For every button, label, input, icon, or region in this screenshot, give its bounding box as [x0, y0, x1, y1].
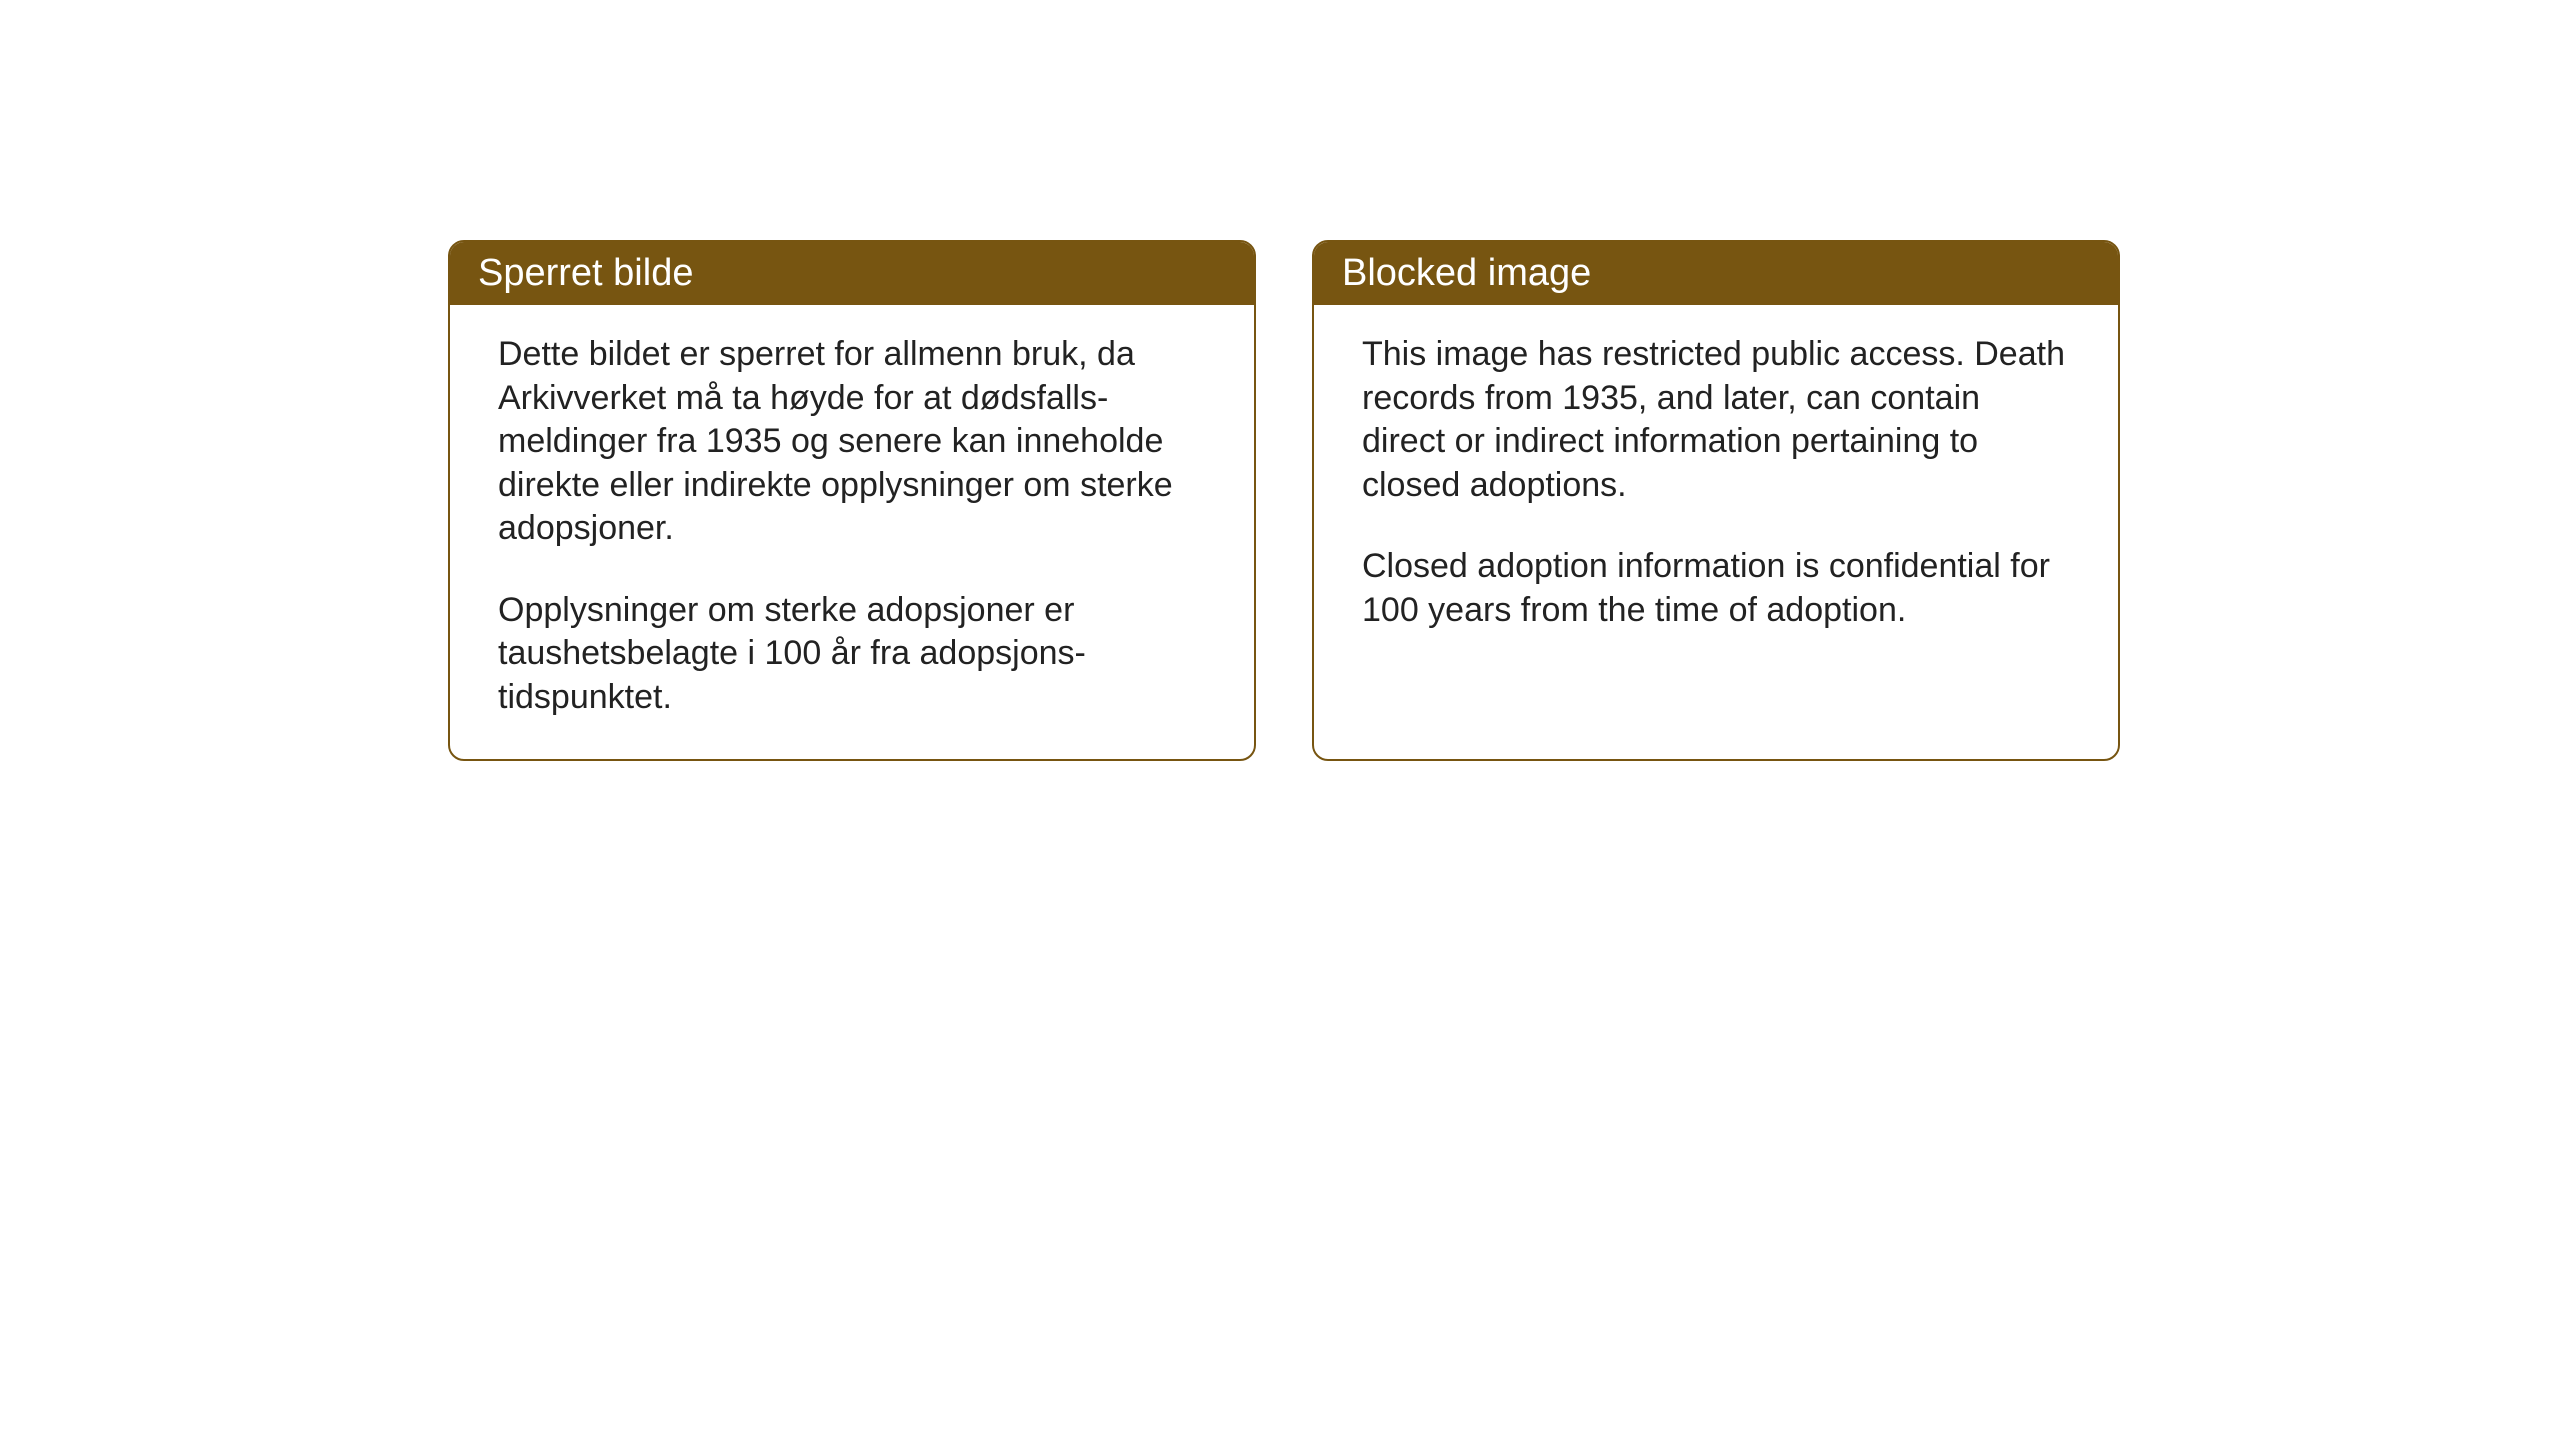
norwegian-notice-card: Sperret bilde Dette bildet er sperret fo…: [448, 240, 1256, 761]
norwegian-paragraph-2: Opplysninger om sterke adopsjoner er tau…: [498, 589, 1206, 720]
english-card-body: This image has restricted public access.…: [1314, 305, 2118, 725]
norwegian-title: Sperret bilde: [478, 252, 693, 294]
english-paragraph-2: Closed adoption information is confident…: [1362, 545, 2070, 632]
english-notice-card: Blocked image This image has restricted …: [1312, 240, 2120, 761]
english-title: Blocked image: [1342, 252, 1591, 294]
norwegian-paragraph-1: Dette bildet er sperret for allmenn bruk…: [498, 333, 1206, 551]
english-paragraph-1: This image has restricted public access.…: [1362, 333, 2070, 507]
english-card-header: Blocked image: [1314, 242, 2118, 305]
notice-container: Sperret bilde Dette bildet er sperret fo…: [448, 240, 2120, 761]
norwegian-card-body: Dette bildet er sperret for allmenn bruk…: [450, 305, 1254, 759]
norwegian-card-header: Sperret bilde: [450, 242, 1254, 305]
